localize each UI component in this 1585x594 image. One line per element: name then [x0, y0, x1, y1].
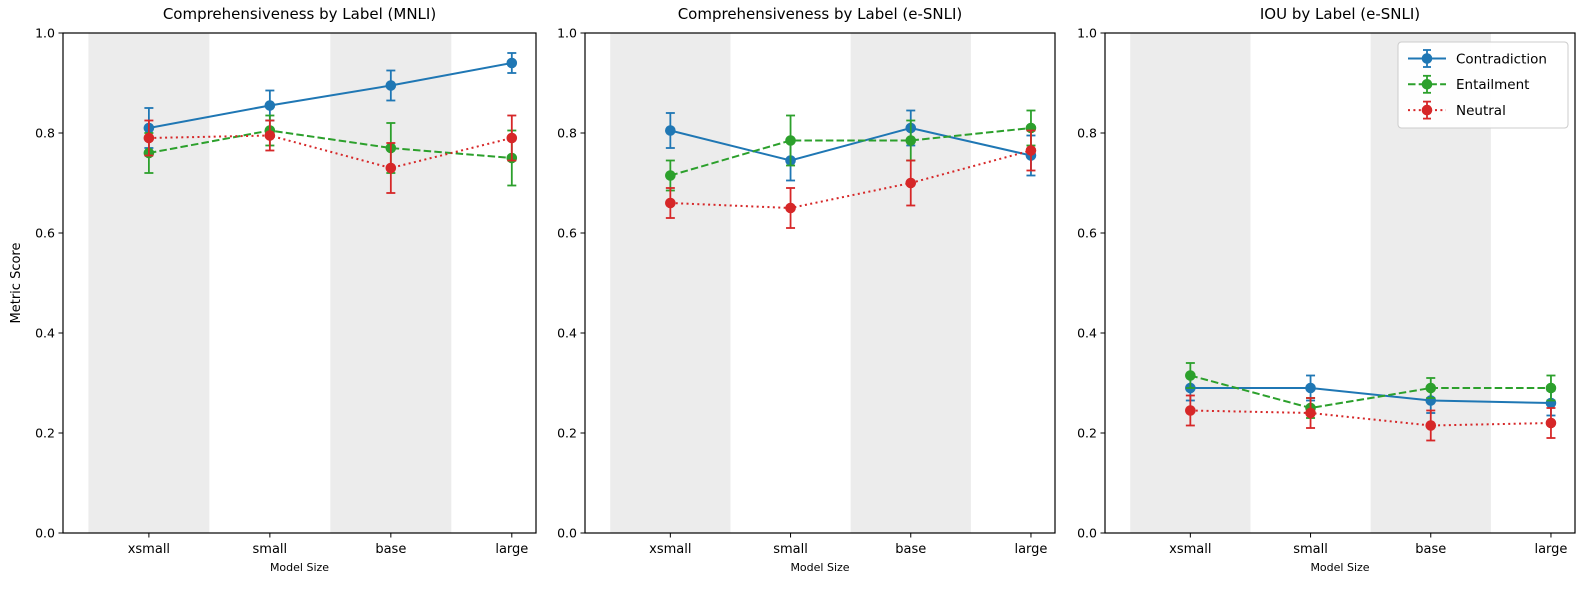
subplot-comprehensiveness-by-label-e-snli: 0.0 0.2 0.4 0.6 0.8 1.0 xsmall small base large Mo…	[557, 5, 1056, 574]
legend-item-neutral: Neutral	[1408, 100, 1506, 120]
series-line	[148, 134, 513, 170]
legend-item-entailment: Entailment	[1408, 74, 1529, 94]
subplot-comprehensiveness-by-label-mnli: 0.0 0.2 0.4 0.6 0.8 1.0 xsmall small base large Mo…	[9, 5, 537, 574]
plot-title: Comprehensiveness by Label (MNLI)	[163, 5, 436, 23]
data-point-marker	[1545, 417, 1557, 429]
data-point-marker	[385, 162, 397, 174]
legend-sample-marker	[1421, 53, 1433, 64]
series-neutral	[665, 129, 1037, 229]
data-point-marker	[143, 132, 155, 144]
legend-item-label: Entailment	[1456, 77, 1529, 93]
data-point-marker	[665, 125, 676, 136]
x-tick-label: large	[495, 542, 528, 557]
legend-sample-marker	[1421, 104, 1433, 116]
y-tick-label: 1.0	[557, 26, 577, 41]
series-line	[670, 149, 1032, 210]
legend-item-label: Neutral	[1456, 103, 1506, 119]
y-tick-label: 0.4	[557, 326, 577, 341]
y-tick-label: 0.2	[35, 426, 55, 441]
series-line	[148, 62, 512, 129]
shaded-band	[850, 33, 971, 533]
data-point-marker	[1305, 382, 1316, 394]
y-tick-label: 0.6	[557, 226, 577, 241]
x-tick-label: small	[253, 542, 288, 557]
y-tick-label: 0.0	[1077, 526, 1097, 541]
data-point-marker	[1545, 382, 1557, 394]
data-point-marker	[1185, 370, 1196, 381]
y-tick-label: 0.2	[557, 426, 577, 441]
data-point-marker	[506, 132, 518, 144]
legend: Contradiction Entailment Neutral	[1397, 41, 1569, 129]
x-axis-label: Model Size	[270, 561, 329, 574]
y-tick-label: 1.0	[1077, 26, 1097, 41]
y-tick-label: 0.8	[35, 126, 55, 141]
x-tick-label: large	[1534, 542, 1567, 557]
plot-title: Comprehensiveness by Label (e-SNLI)	[678, 5, 963, 23]
y-tick-label: 0.0	[557, 526, 577, 541]
legend-sample-marker	[1421, 79, 1433, 90]
data-point-marker	[264, 100, 276, 111]
x-axis-label: Model Size	[1310, 561, 1369, 574]
legend-item-contradiction: Contradiction	[1408, 49, 1547, 68]
axes-frame	[62, 32, 537, 534]
x-tick-label: base	[375, 542, 406, 557]
series-neutral	[143, 114, 518, 194]
axes-frame	[1104, 32, 1576, 534]
series-line	[1190, 374, 1551, 410]
series-line	[670, 127, 1032, 177]
data-point-marker	[1185, 405, 1196, 416]
x-tick-label: base	[1415, 542, 1446, 557]
x-tick-label: small	[773, 542, 808, 557]
data-point-marker	[1425, 382, 1437, 394]
y-tick-label: 0.0	[35, 526, 55, 541]
x-tick-label: xsmall	[1169, 542, 1211, 557]
x-axis-label: Model Size	[790, 561, 849, 574]
y-tick-label: 1.0	[35, 26, 55, 41]
series-line	[1190, 409, 1551, 427]
data-point-marker	[1025, 145, 1037, 156]
y-axis-label: Metric Score	[9, 243, 24, 324]
y-tick-label: 0.6	[35, 226, 55, 241]
data-point-marker	[385, 80, 397, 91]
series-neutral	[1185, 394, 1557, 442]
series-line	[670, 126, 1032, 162]
y-tick-label: 0.6	[1077, 226, 1097, 241]
subplot-iou-by-label-e-snli: 0.0 0.2 0.4 0.6 0.8 1.0 xsmall small base large Mo…	[1077, 5, 1576, 574]
data-point-marker	[665, 197, 676, 209]
shaded-band	[330, 33, 452, 533]
data-point-marker	[665, 170, 676, 181]
y-tick-label: 0.8	[557, 126, 577, 141]
data-point-marker	[506, 57, 518, 69]
data-point-marker	[785, 135, 796, 146]
shaded-band	[1130, 33, 1251, 533]
data-point-marker	[905, 135, 917, 146]
legend-box	[1397, 41, 1569, 129]
y-tick-label: 0.8	[1077, 126, 1097, 141]
y-tick-label: 0.2	[1077, 426, 1097, 441]
data-point-marker	[1425, 420, 1437, 431]
plot-title: IOU by Label (e-SNLI)	[1260, 5, 1420, 23]
x-tick-label: xsmall	[649, 542, 691, 557]
x-tick-label: xsmall	[128, 542, 170, 557]
legend-item-label: Contradiction	[1456, 51, 1547, 67]
series-line	[1190, 387, 1551, 404]
y-tick-label: 0.4	[1077, 326, 1097, 341]
data-point-marker	[264, 130, 276, 141]
data-point-marker	[905, 177, 917, 189]
x-tick-label: base	[895, 542, 926, 557]
data-point-marker	[1305, 407, 1316, 419]
axes-frame	[584, 32, 1056, 534]
y-tick-label: 0.4	[35, 326, 55, 341]
x-tick-label: large	[1014, 542, 1047, 557]
x-tick-label: small	[1293, 542, 1328, 557]
shaded-band	[610, 33, 731, 533]
data-point-marker	[785, 202, 796, 214]
